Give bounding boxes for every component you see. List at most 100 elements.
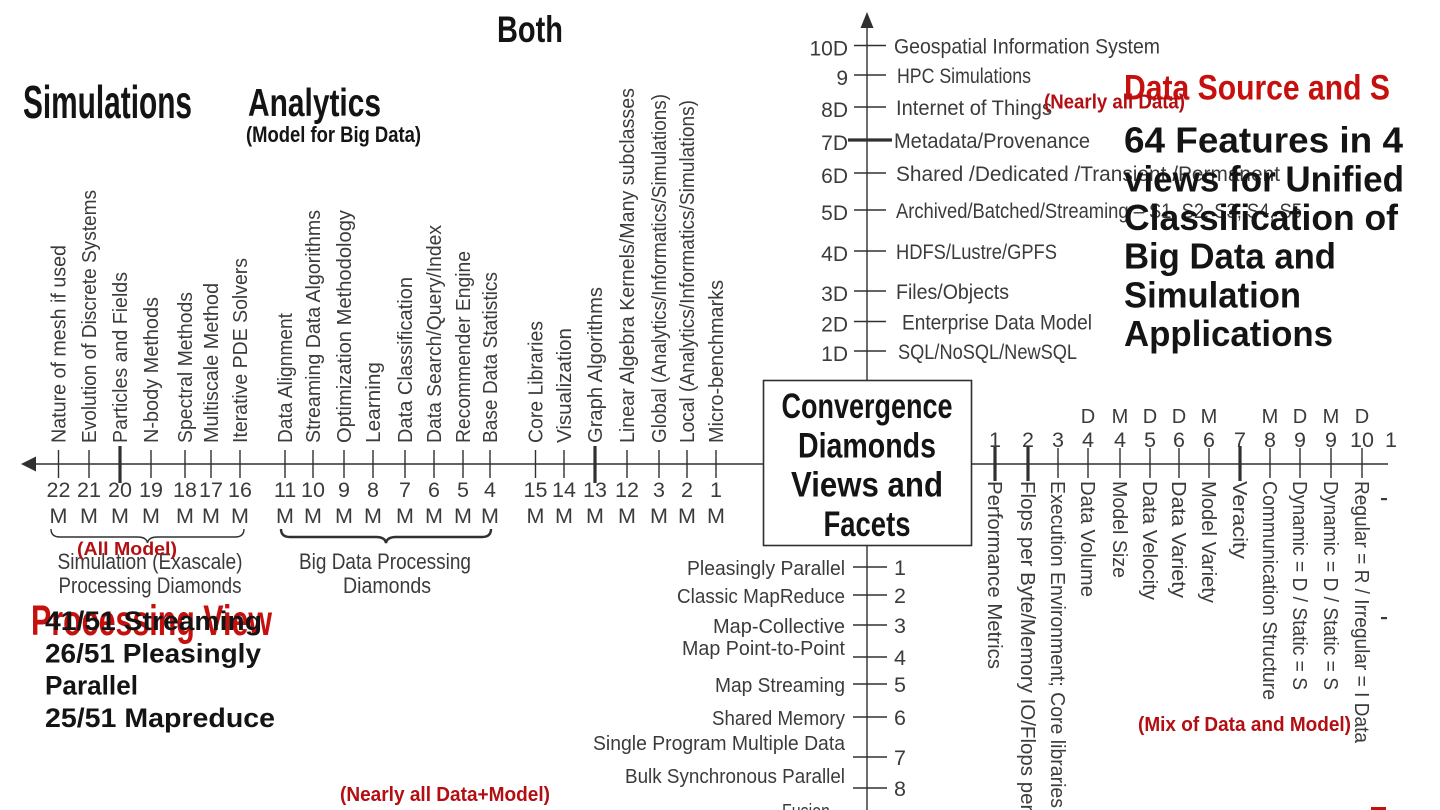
svg-text:Facets: Facets — [824, 505, 911, 544]
svg-text:Geospatial Information System: Geospatial Information System — [894, 36, 1160, 59]
svg-text:Optimization Methodology: Optimization Methodology — [333, 209, 356, 443]
svg-text:Execution Environment; Core li: Execution Environment; Core libraries — [1046, 481, 1069, 808]
svg-text:6: 6 — [1203, 428, 1215, 452]
svg-text:HPC Simulations: HPC Simulations — [897, 65, 1031, 88]
svg-text:3: 3 — [894, 614, 906, 638]
svg-text:3D: 3D — [821, 283, 848, 306]
svg-text:M: M — [650, 504, 668, 528]
svg-text:13: 13 — [583, 478, 607, 502]
svg-text:16: 16 — [228, 478, 252, 502]
svg-text:M: M — [1262, 406, 1279, 428]
svg-text:6: 6 — [1173, 428, 1185, 452]
svg-text:3: 3 — [653, 478, 665, 502]
svg-text:(Model for Big Data): (Model for Big Data) — [246, 122, 421, 147]
svg-text:Data Variety: Data Variety — [1167, 481, 1190, 599]
svg-text:Processing Diamonds: Processing Diamonds — [59, 573, 242, 598]
svg-text:Map Point-to-Point: Map Point-to-Point — [682, 637, 845, 660]
svg-text:11: 11 — [274, 478, 296, 502]
svg-text:41/51 Streaming: 41/51 Streaming — [45, 606, 262, 636]
svg-text:(Nearly all Data): (Nearly all Data) — [1044, 92, 1185, 114]
svg-text:Single Program Multiple Data: Single Program Multiple Data — [593, 732, 846, 755]
svg-text:Regular = R / Irregular = I Da: Regular = R / Irregular = I Data — [1350, 481, 1373, 744]
svg-text:21: 21 — [77, 478, 101, 502]
svg-text:Internet of Things: Internet of Things — [896, 97, 1052, 120]
svg-text:8D: 8D — [821, 99, 848, 122]
svg-text:D: D — [1355, 406, 1369, 428]
svg-text:M: M — [80, 504, 98, 528]
svg-text:Parallel: Parallel — [45, 671, 138, 701]
svg-text:M: M — [454, 504, 472, 528]
svg-text:8: 8 — [1264, 428, 1276, 452]
svg-text:Diamonds: Diamonds — [798, 426, 936, 465]
svg-text:1: 1 — [1385, 428, 1397, 452]
svg-text:Map Streaming: Map Streaming — [715, 674, 845, 697]
svg-text:10D: 10D — [809, 38, 848, 61]
svg-text:Both: Both — [497, 9, 563, 50]
svg-text:Shared Memory: Shared Memory — [712, 707, 846, 730]
svg-text:M: M — [335, 504, 353, 528]
svg-text:Convergence: Convergence — [782, 387, 953, 426]
svg-text:15: 15 — [524, 478, 548, 502]
svg-text:2: 2 — [681, 478, 693, 502]
svg-text:5: 5 — [1144, 428, 1156, 452]
svg-text:D: D — [1143, 406, 1157, 428]
svg-text:Shared /Dedicated /Transient /: Shared /Dedicated /Transient /Permanent — [896, 163, 1280, 186]
svg-text:7: 7 — [894, 746, 906, 770]
svg-text:10: 10 — [301, 478, 325, 502]
svg-text:M: M — [304, 504, 322, 528]
svg-text:Analytics: Analytics — [248, 82, 381, 125]
svg-text:1: 1 — [989, 428, 1001, 452]
svg-text:Dynamic = D / Static = S: Dynamic = D / Static = S — [1288, 481, 1311, 690]
svg-text:Visualization: Visualization — [553, 328, 576, 443]
svg-text:D: D — [1172, 406, 1186, 428]
svg-text:M: M — [425, 504, 443, 528]
svg-text:M: M — [50, 504, 68, 528]
svg-text:Bulk Synchronous Parallel: Bulk Synchronous Parallel — [625, 765, 845, 788]
svg-text:Data Classification: Data Classification — [394, 277, 417, 443]
svg-text:M: M — [111, 504, 129, 528]
svg-text:D: D — [1293, 406, 1307, 428]
svg-text:M: M — [396, 504, 414, 528]
svg-text:Evolution of Discrete Systems: Evolution of Discrete Systems — [78, 190, 101, 443]
svg-text:Applications: Applications — [1124, 313, 1333, 354]
svg-text:17: 17 — [199, 478, 223, 502]
svg-text:M: M — [202, 504, 220, 528]
svg-text:Big Data Processing: Big Data Processing — [299, 549, 471, 574]
svg-text:4: 4 — [894, 646, 906, 670]
svg-text:Simulations: Simulations — [23, 76, 192, 128]
svg-text:6D: 6D — [821, 165, 848, 188]
svg-text:Archived/Batched/Streaming – S: Archived/Batched/Streaming – S1, S2, S3,… — [896, 200, 1302, 223]
svg-text:14: 14 — [552, 478, 576, 502]
svg-text:4: 4 — [484, 478, 496, 502]
svg-text:Big Data and: Big Data and — [1124, 236, 1336, 277]
svg-text:Graph Algorithms: Graph Algorithms — [584, 287, 607, 443]
svg-text:Data Alignment: Data Alignment — [274, 313, 297, 443]
svg-text:Data Search/Query/Index: Data Search/Query/Index — [423, 224, 446, 443]
svg-text:(Nearly all Data+Model): (Nearly all Data+Model) — [340, 784, 550, 806]
svg-text:M: M — [586, 504, 604, 528]
svg-text:M: M — [1112, 406, 1129, 428]
svg-text:Data Volume: Data Volume — [1076, 481, 1099, 597]
svg-text:5: 5 — [457, 478, 469, 502]
svg-text:Map-Collective: Map-Collective — [713, 615, 845, 638]
svg-text:64 Features in 4: 64 Features in 4 — [1124, 120, 1403, 161]
svg-text:6: 6 — [894, 706, 906, 730]
svg-text:M: M — [481, 504, 499, 528]
svg-text:2D: 2D — [821, 314, 848, 337]
svg-text:M: M — [527, 504, 545, 528]
svg-text:5D: 5D — [821, 202, 848, 225]
svg-text:Micro-benchmarks: Micro-benchmarks — [705, 280, 728, 443]
svg-text:M: M — [618, 504, 636, 528]
svg-text:18: 18 — [173, 478, 197, 502]
svg-text:M: M — [276, 504, 294, 528]
svg-text:Multiscale Method: Multiscale Method — [200, 283, 223, 443]
svg-text:M: M — [231, 504, 249, 528]
svg-text:19: 19 — [139, 478, 163, 502]
svg-text:4: 4 — [1082, 428, 1094, 452]
svg-text:Flops per Byte/Memory IO/Flops: Flops per Byte/Memory IO/Flops per Watt — [1016, 481, 1039, 810]
svg-text:Iterative PDE Solvers: Iterative PDE Solvers — [229, 258, 252, 443]
svg-text:M: M — [707, 504, 725, 528]
svg-text:22: 22 — [47, 478, 71, 502]
svg-text:M: M — [176, 504, 194, 528]
svg-text:Simulation: Simulation — [1124, 274, 1301, 315]
